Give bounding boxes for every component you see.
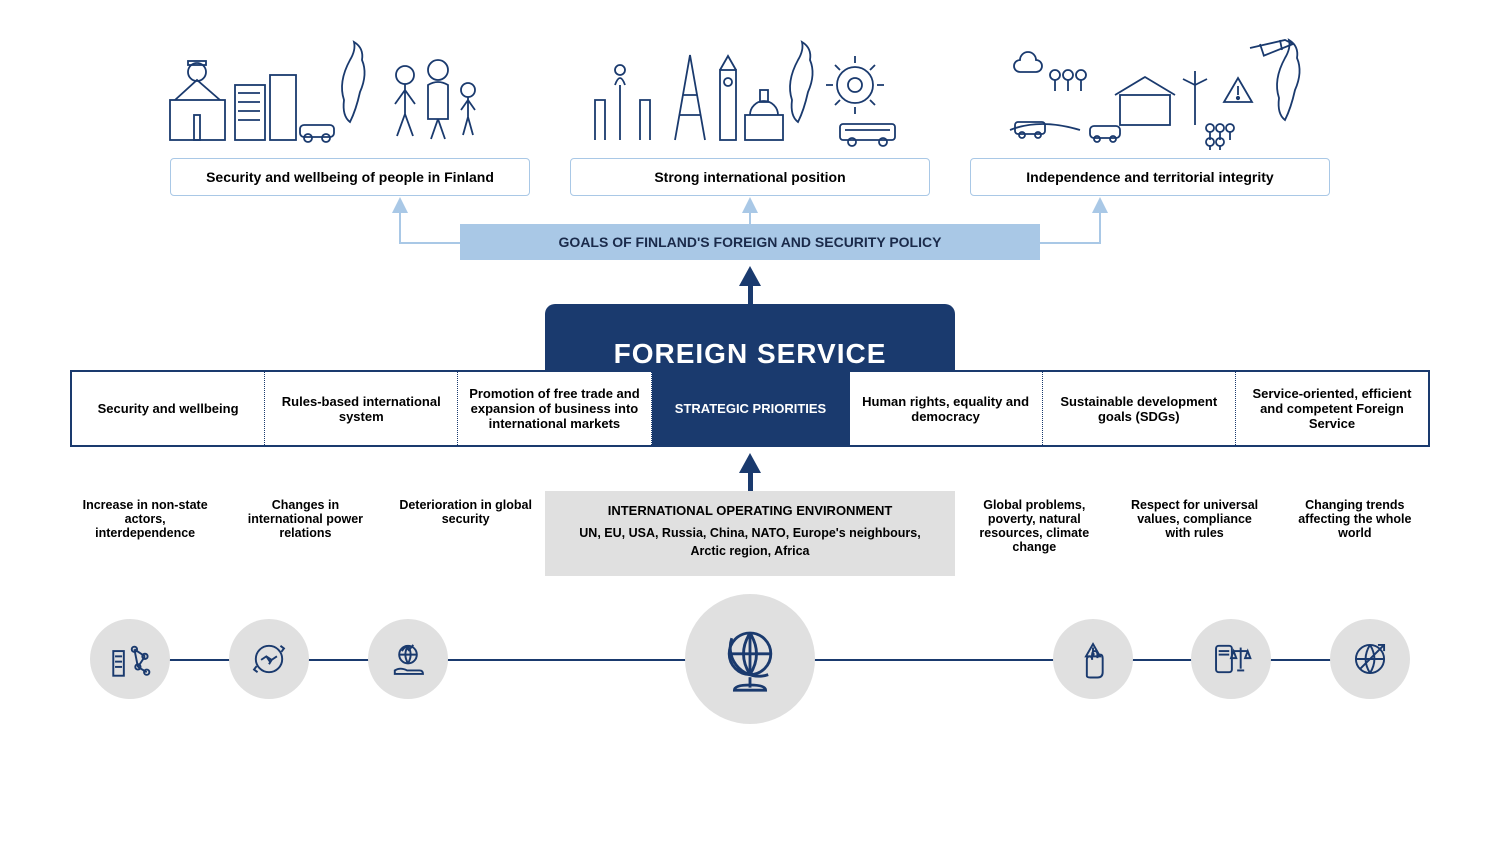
- priorities-center: STRATEGIC PRIORITIES: [652, 372, 850, 445]
- priority-4: Sustainable development goals (SDGs): [1043, 372, 1236, 445]
- international-landmarks-icon: [580, 30, 920, 150]
- priority-3: Human rights, equality and democracy: [850, 372, 1043, 445]
- diagram-root: Security and wellbeing of people in Finl…: [0, 0, 1500, 843]
- territory-landscape-icon: [1000, 30, 1340, 150]
- goals-banner: GOALS OF FINLAND'S FOREIGN AND SECURITY …: [460, 224, 1040, 260]
- priorities-row: Security and wellbeing Rules-based inter…: [70, 370, 1430, 447]
- finland-city-people-icon: [160, 30, 500, 150]
- env-item-5: Changing trends affecting the whole worl…: [1280, 498, 1430, 540]
- arrow-env-to-fs: [50, 453, 1450, 491]
- priority-1: Rules-based international system: [265, 372, 458, 445]
- handshake-cycle-icon: [229, 619, 309, 699]
- illustration-territory: [1000, 30, 1340, 150]
- illustration-row: [50, 30, 1450, 150]
- env-item-4: Respect for universal values, compliance…: [1119, 498, 1269, 540]
- foreign-service-block: FOREIGN SERVICE: [545, 304, 955, 370]
- goal-box-0: Security and wellbeing of people in Finl…: [170, 158, 530, 196]
- globe-stand-icon: [685, 594, 815, 724]
- env-item-2: Deterioration in global security: [391, 498, 541, 526]
- environment-labels-row: Increase in non-state actors, interdepen…: [70, 498, 1430, 554]
- network-building-icon: [90, 619, 170, 699]
- globe-arrow-icon: [1330, 619, 1410, 699]
- environment-icons-row: [90, 594, 1410, 724]
- env-item-1: Changes in international power relations: [230, 498, 380, 540]
- illustration-international: [580, 30, 920, 150]
- goal-boxes-row: Security and wellbeing of people in Finl…: [50, 158, 1450, 196]
- priority-2: Promotion of free trade and expansion of…: [458, 372, 651, 445]
- priorities-center-label: STRATEGIC PRIORITIES: [675, 401, 826, 416]
- goal-box-2: Independence and territorial integrity: [970, 158, 1330, 196]
- hand-globe-chart-icon: [368, 619, 448, 699]
- alert-hand-icon: [1053, 619, 1133, 699]
- scales-scroll-icon: [1191, 619, 1271, 699]
- goal-box-1: Strong international position: [570, 158, 930, 196]
- arrow-fs-to-goals: [50, 266, 1450, 304]
- foreign-service-title: FOREIGN SERVICE: [545, 338, 955, 370]
- env-item-0: Increase in non-state actors, interdepen…: [70, 498, 220, 540]
- priority-5: Service-oriented, efficient and competen…: [1236, 372, 1428, 445]
- priority-0: Security and wellbeing: [72, 372, 265, 445]
- illustration-finland: [160, 30, 500, 150]
- env-item-3: Global problems, poverty, natural resour…: [959, 498, 1109, 554]
